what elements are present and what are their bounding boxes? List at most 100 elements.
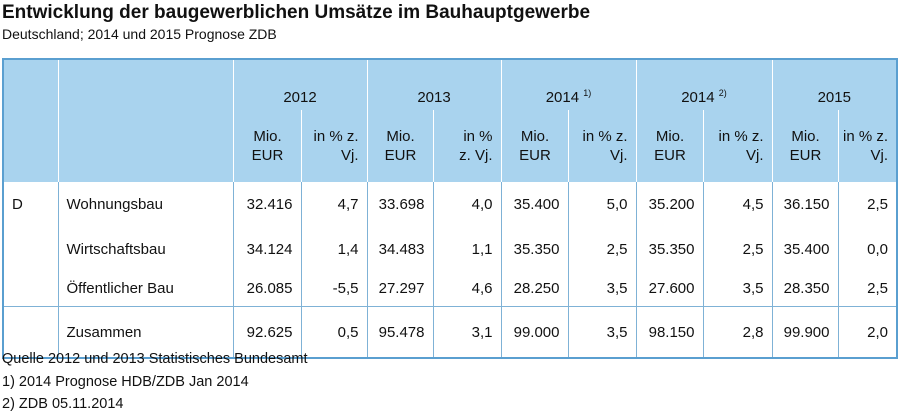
value-cell: 3,5 (702, 271, 773, 307)
value-cell: 0,5 (300, 306, 368, 358)
subheader-row: Mio. EUR in % z. Vj. Mio. EUR in % z. Vj. Mio. EU… (3, 110, 898, 182)
subheader-line: in % z. (582, 128, 628, 145)
value-cell: 32.416 (232, 182, 302, 227)
value-cell: 2,0 (837, 306, 898, 358)
row-label: Zusammen (57, 306, 234, 358)
value-cell: 26.085 (232, 271, 302, 307)
value-cell: 36.150 (771, 182, 839, 227)
subheader-line: Vj. (870, 147, 888, 164)
value-cell: 98.150 (635, 306, 704, 358)
group: D (12, 196, 23, 213)
subheader-line: EUR (789, 147, 822, 164)
footnote: 2) ZDB 05.11.2014 (2, 396, 124, 412)
value-cell: 35.350 (635, 227, 704, 271)
value-cell: 92.625 (232, 306, 302, 358)
value-cell: 28.250 (500, 271, 569, 307)
value-cell: -5,5 (300, 271, 368, 307)
subheader: Mio. EUR (366, 110, 434, 182)
group-cell (2, 227, 59, 271)
subtitle: Deutschland; 2014 und 2015 Prognose ZDB (2, 26, 277, 42)
subheader-line: in % (463, 128, 493, 145)
year: 2014 (681, 89, 715, 106)
header-cell (2, 59, 59, 182)
table: 2012 2013 2014 1) 2014 2) 2015 Mio. EUR in % z.… (2, 58, 898, 359)
subheader-line: EUR (384, 147, 417, 164)
value-cell: 99.900 (771, 306, 839, 358)
title: Entwicklung der baugewerblichen Umsätze … (2, 2, 591, 23)
value-cell: 4,0 (432, 182, 502, 227)
subheader-line: Mio. (520, 128, 550, 145)
value-cell: 27.600 (635, 271, 704, 307)
footnote: Quelle 2012 und 2013 Statistisches Bunde… (2, 351, 308, 367)
data-row: Wirtschaftsbau 34.124 1,4 34.483 1,1 35.350 2,… (2, 227, 898, 271)
year: 2013 (417, 89, 451, 106)
subheader-line: EUR (519, 147, 551, 164)
subheader: in % z. Vj. (300, 110, 368, 182)
year: 2014 (545, 89, 580, 106)
value-cell: 2,5 (837, 271, 898, 307)
value-cell: 27.297 (366, 271, 434, 307)
year-header: 2014 2) (635, 59, 773, 110)
value-cell: 34.124 (232, 227, 302, 271)
year-header: 2015 (771, 59, 898, 110)
subheader-line: Mio. (791, 128, 820, 145)
subheader-line: Mio. (253, 128, 282, 145)
value-cell: 3,5 (567, 271, 637, 307)
data-row: Öffentlicher Bau 26.085 -5,5 27.297 4,6 28.25… (2, 271, 898, 307)
data-row: Zusammen 92.625 0,5 95.478 3,1 99.000 3,5 98.15… (2, 306, 898, 358)
subheader: Mio. EUR (232, 110, 302, 182)
footnote-ref: 2) (718, 88, 727, 98)
value-cell: 34.483 (366, 227, 434, 271)
subheader-line: z. Vj. (459, 147, 493, 164)
subheader-line: EUR (251, 147, 284, 164)
footnote: 1) 2014 Prognose HDB/ZDB Jan 2014 (2, 373, 249, 390)
subheader: Mio. EUR (500, 110, 569, 182)
subheader-line: in % z. (313, 128, 359, 145)
value-cell: 2,5 (702, 227, 773, 271)
subheader-line: in % z. (718, 128, 764, 145)
subheader: Mio. EUR (771, 110, 839, 182)
year: 2015 (817, 89, 851, 106)
value-cell: 28.350 (771, 271, 839, 307)
value-cell: 5,0 (567, 182, 637, 227)
value-cell: 3,1 (432, 306, 502, 358)
value-cell: 35.400 (771, 227, 839, 271)
subheader-line: Mio. (655, 128, 685, 145)
subheader-line: EUR (654, 147, 686, 164)
value-cell: 4,7 (300, 182, 368, 227)
row-label: Öffentlicher Bau (57, 271, 234, 307)
value-cell: 33.698 (366, 182, 434, 227)
year: 2012 (283, 89, 317, 106)
subheader-line: Vj. (340, 147, 359, 164)
data-row: D Wohnungsbau 32.416 4,7 33.698 4,0 35.400 5,0 3… (2, 182, 898, 227)
subheader-line: Vj. (745, 147, 764, 164)
value-cell: 4,6 (432, 271, 502, 307)
value-cell: 1,4 (300, 227, 368, 271)
header-cell (57, 59, 234, 182)
value-cell: 35.200 (635, 182, 704, 227)
subheader-line: Vj. (609, 147, 628, 164)
footnotes: Quelle 2012 und 2013 Statistisches Bunde… (2, 348, 308, 416)
value-cell: 2,8 (702, 306, 773, 358)
value-cell: 99.000 (500, 306, 569, 358)
footnote-ref: 1) (583, 88, 592, 98)
subheader-line: in % z. (842, 128, 888, 145)
group-cell (2, 271, 59, 307)
value-cell: 35.350 (500, 227, 569, 271)
subheader-line: Mio. (386, 128, 415, 145)
row-label: Wirtschaftsbau (57, 227, 234, 271)
value-cell: 3,5 (567, 306, 637, 358)
value-cell: 1,1 (432, 227, 502, 271)
subheader: in % z. Vj. (567, 110, 637, 182)
subheader: Mio. EUR (635, 110, 704, 182)
value-cell: 35.400 (500, 182, 569, 227)
subheader: in % z. Vj. (837, 110, 898, 182)
value-cell: 95.478 (366, 306, 434, 358)
value-cell: 2,5 (837, 182, 898, 227)
year-header: 2014 1) (500, 59, 637, 110)
row-label: Wohnungsbau (57, 182, 234, 227)
year-header: 2013 (366, 59, 502, 110)
header-row: 2012 2013 2014 1) 2014 2) 2015 (2, 59, 898, 182)
subheader: in % z. Vj. (702, 110, 773, 182)
